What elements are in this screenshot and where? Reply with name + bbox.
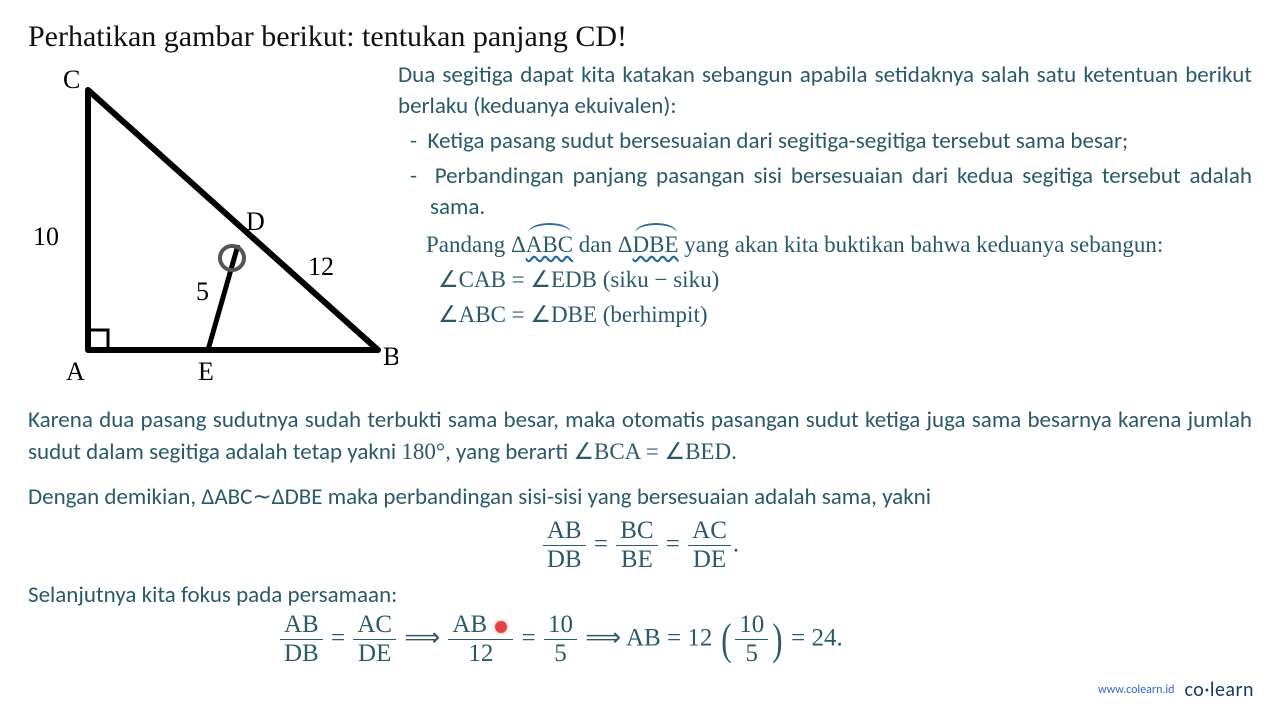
label-5: 5	[196, 277, 209, 306]
footer: www.colearn.id co·learn	[1098, 678, 1254, 702]
label-10: 10	[33, 222, 59, 251]
angle-eq-1: ∠CAB = ∠EDB (siku − siku)	[426, 264, 1252, 295]
page-title: Perhatikan gambar berikut: tentukan panj…	[28, 20, 1252, 54]
triangle-figure: C A B E D 10 5 12	[28, 60, 398, 395]
paragraph-2: Karena dua pasang sudutnya sudah terbukt…	[28, 405, 1252, 468]
paragraph-4: Selanjutnya kita fokus pada persamaan:	[28, 580, 1252, 611]
intro-bullet-1: - Ketiga pasang sudut bersesuaian dari s…	[398, 126, 1252, 157]
label-D: D	[246, 207, 265, 236]
label-B: B	[383, 342, 398, 371]
angle-eq-2: ∠ABC = ∠DBE (berhimpit)	[426, 299, 1252, 330]
label-C: C	[63, 65, 80, 94]
footer-logo: co·learn	[1184, 678, 1254, 702]
intro-p1: Dua segitiga dapat kita katakan sebangun…	[398, 60, 1252, 122]
pointer-dot-icon	[495, 621, 507, 633]
ratio-equation: ABDB = BCBE = ACDE.	[28, 517, 1252, 574]
final-equation: ABDB = ACDE ⟹ AB 12 = 105 ⟹ AB = 12 (105…	[28, 611, 1252, 668]
paragraph-3: Dengan demikian, ΔABC∼ΔDBE maka perbandi…	[28, 482, 1252, 513]
label-12: 12	[308, 252, 334, 281]
intro-bullet-2: - Perbandingan panjang pasangan sisi ber…	[398, 161, 1252, 223]
footer-url: www.colearn.id	[1098, 683, 1174, 697]
label-A: A	[66, 357, 85, 386]
pandang-line: Pandang ΔABC dan ΔDBE yang akan kita buk…	[426, 229, 1252, 260]
label-E: E	[198, 357, 214, 386]
